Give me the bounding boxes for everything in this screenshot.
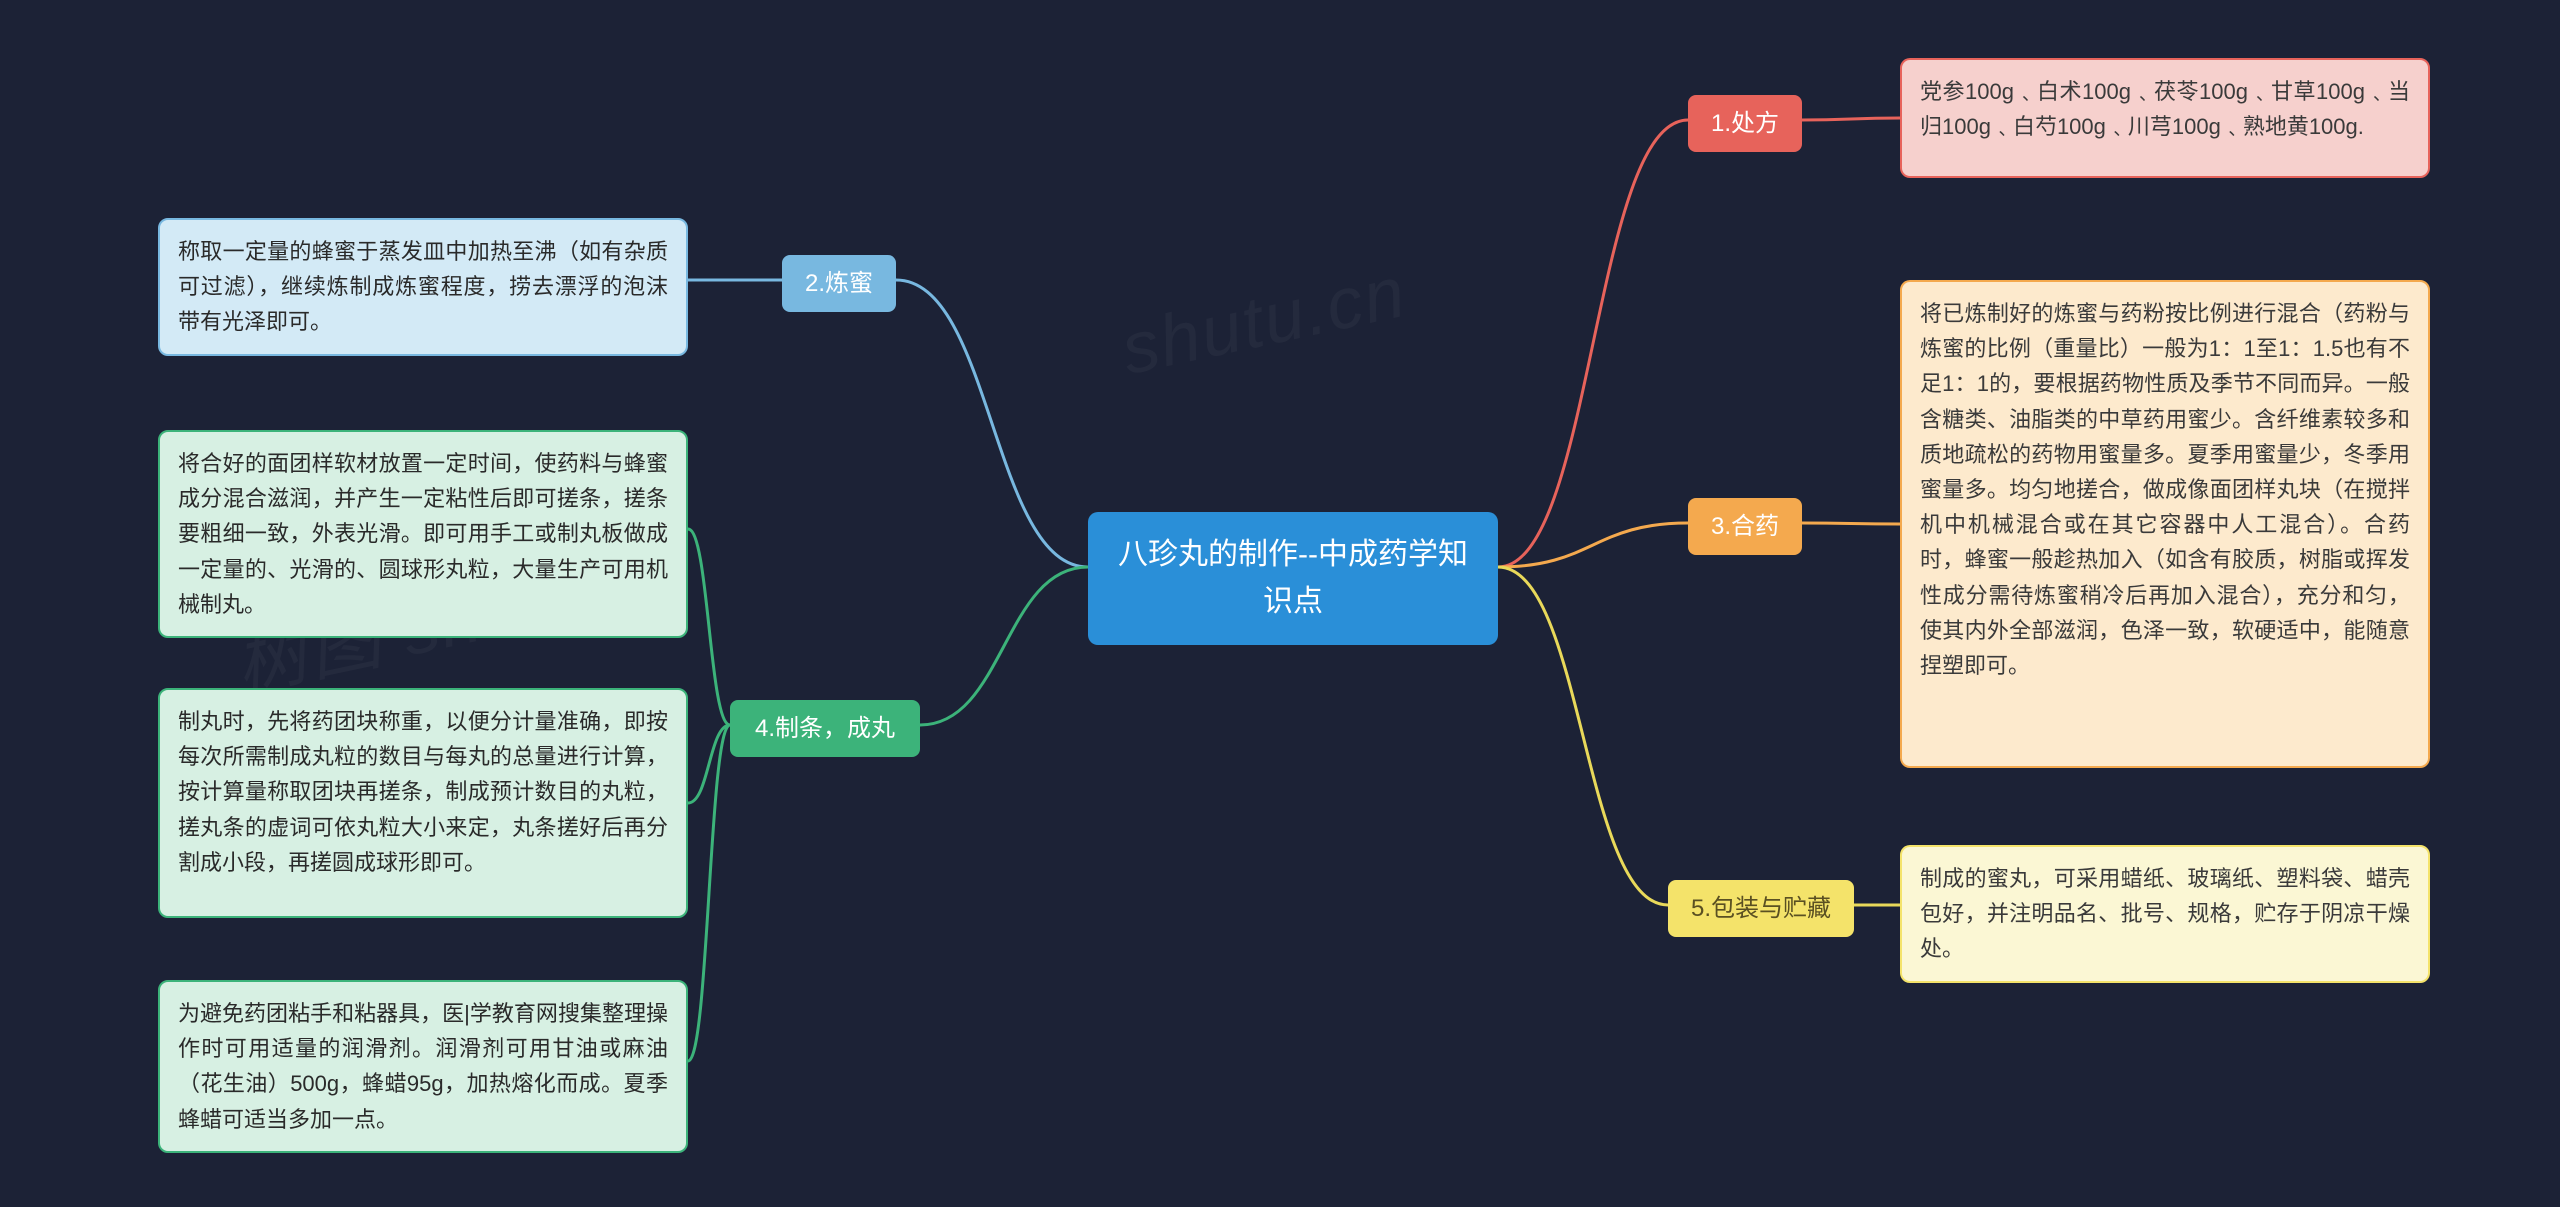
left-leaf-0-0: 称取一定量的蜂蜜于蒸发皿中加热至沸（如有杂质可过滤），继续炼制成炼蜜程度，捞去漂… xyxy=(158,218,688,356)
left-leaf-1-0: 将合好的面团样软材放置一定时间，使药料与蜂蜜成分混合滋润，并产生一定粘性后即可搓… xyxy=(158,430,688,638)
right-label-1: 3.合药 xyxy=(1688,498,1802,555)
left-leaf-1-2: 为避免药团粘手和粘器具，医|学教育网搜集整理操作时可用适量的润滑剂。润滑剂可用甘… xyxy=(158,980,688,1153)
right-leaf-2: 制成的蜜丸，可采用蜡纸、玻璃纸、塑料袋、蜡壳包好，并注明品名、批号、规格，贮存于… xyxy=(1900,845,2430,983)
right-leaf-0: 党参100g﹑白术100g﹑茯苓100g﹑甘草100g﹑当归100g﹑白芍100… xyxy=(1900,58,2430,178)
root-node: 八珍丸的制作--中成药学知识点 xyxy=(1088,512,1498,645)
left-leaf-1-1: 制丸时，先将药团块称重，以便分计量准确，即按每次所需制成丸粒的数目与每丸的总量进… xyxy=(158,688,688,918)
right-label-0: 1.处方 xyxy=(1688,95,1802,152)
watermark-1: shutu.cn xyxy=(1115,251,1414,391)
right-leaf-1: 将已炼制好的炼蜜与药粉按比例进行混合（药粉与炼蜜的比例（重量比）一般为1：1至1… xyxy=(1900,280,2430,768)
left-label-0: 2.炼蜜 xyxy=(782,255,896,312)
left-label-1: 4.制条，成丸 xyxy=(730,700,920,757)
mindmap-canvas: 树图 shutu.cnshutu.cn树图 shutu.cn八珍丸的制作--中成… xyxy=(0,0,2560,1207)
right-label-2: 5.包装与贮藏 xyxy=(1668,880,1854,937)
